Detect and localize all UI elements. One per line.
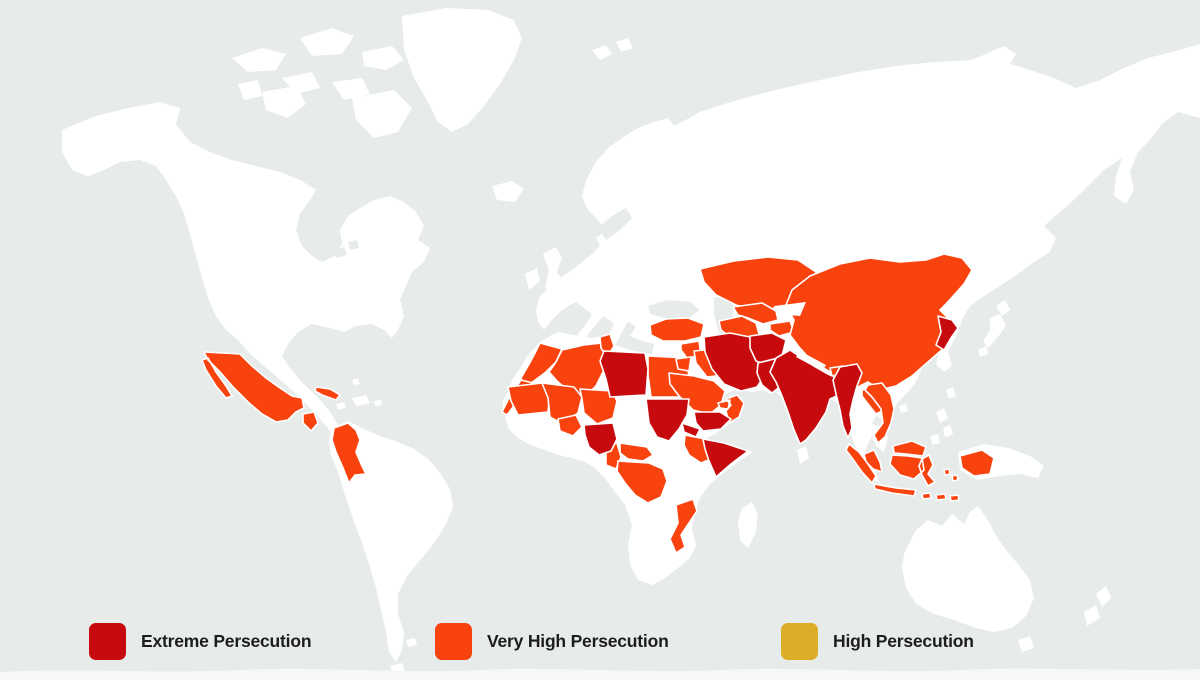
- country-turkey: [649, 317, 705, 342]
- country-china: [785, 253, 973, 391]
- country-indonesia: [845, 443, 995, 502]
- country-yemen: [693, 411, 732, 432]
- country-libya: [599, 350, 649, 398]
- landmass-svalbard: [592, 38, 633, 60]
- landmass-caribbean-islands: [336, 378, 382, 410]
- country-uzbekistan: [732, 302, 779, 325]
- landmass-iceland: [492, 181, 524, 202]
- country-sudan: [645, 398, 690, 442]
- country-tajikistan: [769, 320, 795, 337]
- country-mexico: [201, 351, 305, 423]
- country-myanmar: [832, 363, 863, 439]
- sea-baltic: [598, 208, 632, 240]
- legend-label-very-high: Very High Persecution: [487, 630, 669, 651]
- region-kyrgyzstan-white: [774, 302, 806, 316]
- landmass-greenland: [402, 8, 522, 132]
- country-burkina-faso: [557, 414, 583, 437]
- country-oman-uae: [717, 394, 745, 424]
- country-somalia: [702, 438, 749, 478]
- legend-swatch-extreme: [89, 622, 126, 660]
- country-nigeria: [583, 422, 618, 456]
- white-enclaves: [774, 302, 826, 371]
- landmass-antarctica-strip: [0, 668, 1200, 680]
- country-eritrea: [681, 422, 701, 438]
- legend-label-extreme: Extreme Persecution: [141, 630, 312, 651]
- legend-item-very-high: Very High Persecution: [435, 622, 669, 660]
- lakes-great-lakes: [316, 240, 359, 258]
- country-dr-congo: [616, 460, 668, 504]
- country-vietnam: [864, 382, 895, 444]
- country-central-african-republic: [619, 442, 654, 462]
- landmass-japan: [978, 300, 1010, 357]
- landmass-taiwan-hainan: [899, 387, 956, 413]
- legend-label-high: High Persecution: [833, 630, 974, 651]
- countries-extreme: [583, 315, 959, 478]
- landmass-madagascar: [738, 502, 758, 548]
- legend-item-extreme: Extreme Persecution: [89, 622, 312, 660]
- landmass-arctic-islands: [232, 28, 412, 138]
- country-colombia: [331, 422, 367, 484]
- country-north-korea: [935, 315, 959, 351]
- legend-item-high: High Persecution: [781, 622, 974, 660]
- country-saudi-arabia: [668, 372, 726, 415]
- landmass-south-america: [329, 421, 453, 673]
- country-mozambique: [669, 498, 698, 554]
- region-nepal-white: [796, 351, 826, 371]
- landmass-philippines: [931, 408, 953, 445]
- landmass-australia: [902, 506, 1034, 652]
- sea-black: [648, 300, 700, 318]
- country-jordan: [675, 356, 692, 372]
- legend-swatch-very-high: [435, 622, 472, 660]
- country-cuba: [314, 386, 341, 401]
- legend-swatch-high: [781, 622, 818, 660]
- landmass-north-america: [62, 102, 430, 442]
- country-nicaragua: [302, 411, 319, 432]
- landmass-new-zealand: [1084, 586, 1111, 626]
- countries-very-high: [201, 253, 995, 554]
- landmass-sri-lanka: [797, 446, 809, 464]
